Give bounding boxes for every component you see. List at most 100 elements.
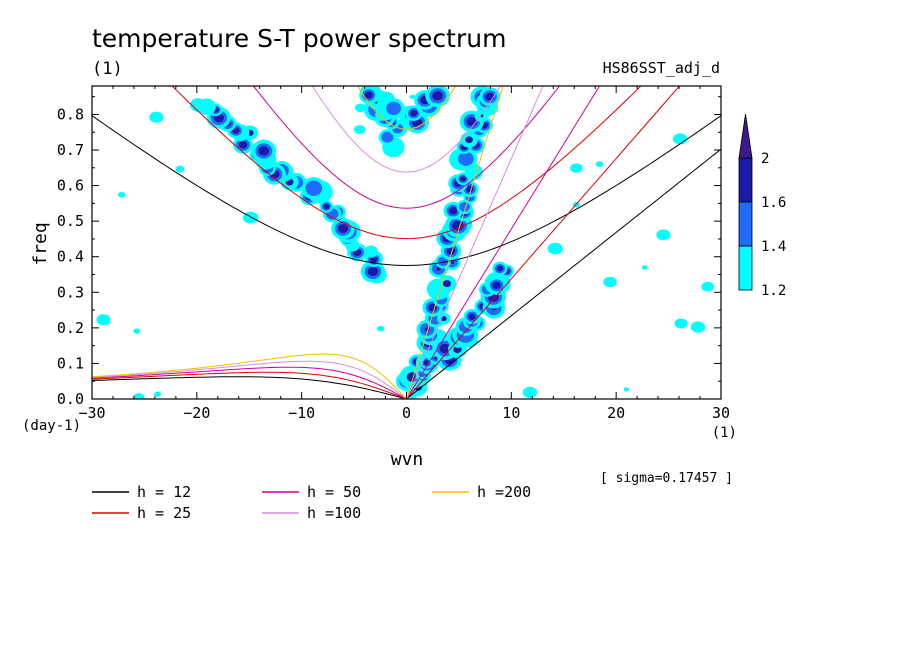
y-tick-label: 0.3 <box>57 283 84 301</box>
contour-level-4 <box>411 111 416 115</box>
kelvin-wave-curve <box>406 86 681 399</box>
y-tick-label: 0.6 <box>57 177 84 195</box>
legend-label: h = 12 <box>137 483 191 501</box>
rossby-wave-curve <box>92 371 407 399</box>
gravity-wave-curve <box>171 86 642 240</box>
legend-label: h =100 <box>307 504 361 522</box>
contour-level-2 <box>381 131 394 143</box>
colorbar: 1.2 1.4 1.6 2 <box>738 113 786 299</box>
x-tick-label: −10 <box>288 404 315 422</box>
contour-level-3 <box>258 146 270 156</box>
y-tick-label: 0.1 <box>57 354 84 372</box>
x-tick-label: 20 <box>607 404 625 422</box>
contour-speckle <box>623 387 630 392</box>
contour-speckle <box>603 276 617 288</box>
y-tick-label: 0.5 <box>57 212 84 230</box>
contour-speckle <box>656 229 671 241</box>
y-tick-label: 0.7 <box>57 141 84 159</box>
contour-speckle <box>175 165 185 173</box>
contour-speckle <box>133 328 141 334</box>
contour-speckle <box>355 103 367 113</box>
gravity-wave-curve <box>357 86 456 130</box>
spectral-power-contours <box>96 86 715 399</box>
chart-title: temperature S-T power spectrum <box>92 24 506 53</box>
x-tick-label: 10 <box>502 404 520 422</box>
contour-speckle <box>96 314 111 326</box>
contour-level-4 <box>450 260 454 265</box>
contour-speckle <box>522 386 538 399</box>
contour-level-3 <box>238 140 248 149</box>
contour-level-3 <box>496 265 504 272</box>
colorbar-label: 2 <box>761 151 769 167</box>
x-tick-label: −20 <box>183 404 210 422</box>
contour-speckle <box>672 133 688 145</box>
kelvin-wave-curve <box>406 148 721 399</box>
contour-level-3 <box>370 256 378 263</box>
contour-level-3 <box>492 281 501 290</box>
contour-level-2 <box>458 151 474 166</box>
contour-speckle <box>387 143 399 153</box>
kelvin-wave-curve <box>406 86 504 399</box>
gravity-wave-curve <box>252 86 561 209</box>
contour-level-3 <box>468 313 476 320</box>
plot-frame <box>91 85 722 400</box>
x-axis-label: wvn <box>391 449 424 470</box>
contour-speckle <box>149 111 164 123</box>
gravity-wave-curve <box>92 115 721 267</box>
rossby-wave-curve <box>92 353 407 399</box>
colorbar-label: 1.2 <box>761 283 786 299</box>
colorbar-label: 1.4 <box>761 239 786 255</box>
rossby-wave-curve <box>92 376 407 399</box>
contour-level-3 <box>465 136 473 144</box>
legend-label: h = 25 <box>137 504 191 522</box>
contour-speckle <box>409 94 416 99</box>
kelvin-wave-curve <box>406 86 544 399</box>
contour-level-2 <box>459 202 470 212</box>
axis-ticks: −30 −20 −10 0 10 20 30 0.0 0.1 0.2 0.3 0.4 0.5 0.6 0.7… <box>57 86 730 422</box>
contour-level-4 <box>354 250 360 255</box>
contour-level-3 <box>448 207 458 215</box>
contour-speckle <box>117 191 126 198</box>
y-tick-label: 0.4 <box>57 248 84 266</box>
contour-speckle <box>376 325 385 332</box>
y-tick-label: 0.2 <box>57 319 84 337</box>
colorbar-label: 1.6 <box>761 195 786 211</box>
contour-level-3 <box>323 203 330 210</box>
contour-speckle <box>641 265 648 270</box>
colorbar-segment <box>738 245 753 291</box>
y-tick-label: 0.0 <box>57 390 84 408</box>
y-axis-label: freq <box>30 222 51 265</box>
contour-level-3 <box>442 280 452 288</box>
contour-level-3 <box>367 266 379 277</box>
contour-speckle <box>690 321 706 333</box>
contour-speckle <box>595 161 604 168</box>
sigma-note: [ sigma=0.17457 ] <box>600 471 733 486</box>
contour-level-1 <box>364 245 378 258</box>
contour-speckle <box>701 281 715 292</box>
contour-speckle <box>133 393 145 399</box>
contour-speckle <box>375 110 388 120</box>
contour-level-2 <box>386 101 402 116</box>
rossby-wave-curve <box>92 360 407 399</box>
kelvin-wave-curve <box>406 86 601 399</box>
legend: h = 12 h = 25 h = 50 h =100 h =200 <box>92 483 531 522</box>
contour-speckle <box>570 163 583 173</box>
x-tick-label: −30 <box>78 404 105 422</box>
contour-level-3 <box>432 91 444 101</box>
y-unit-label: (day-1) <box>22 418 81 434</box>
rossby-wave-curve <box>92 366 407 399</box>
contour-speckle <box>353 125 366 134</box>
contour-level-3 <box>460 176 467 182</box>
legend-label: h = 50 <box>307 483 361 501</box>
colorbar-segment <box>738 157 753 203</box>
colorbar-segment <box>738 201 753 247</box>
contour-speckle <box>154 391 162 397</box>
legend-label: h =200 <box>477 483 531 501</box>
contour-level-1 <box>190 98 206 112</box>
contour-level-4 <box>233 128 238 133</box>
contour-speckle <box>674 318 688 329</box>
contour-speckle <box>547 242 563 255</box>
subtitle-left: (1) <box>92 59 123 79</box>
dispersion-curves <box>92 86 721 399</box>
